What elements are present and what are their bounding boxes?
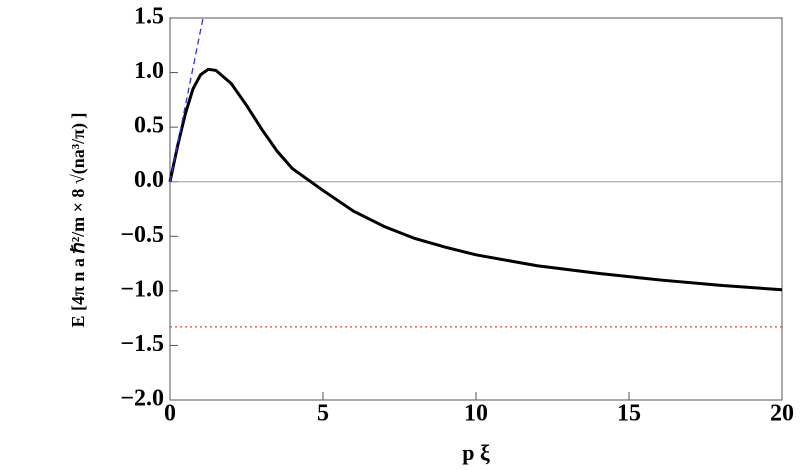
data-line (168, 67, 783, 292)
x-tick-label: 15 (617, 401, 641, 427)
x-tick-label: 0 (164, 401, 176, 427)
y-tick-label: 0.0 (134, 167, 164, 193)
y-tick-label: −1.5 (120, 331, 164, 357)
y-tick-label: −1.0 (120, 276, 164, 302)
y-tick-label: 1.5 (134, 4, 164, 30)
data-line (169, 17, 204, 182)
y-tick-label: 0.5 (134, 113, 164, 139)
x-tick-label: 5 (317, 401, 329, 427)
y-axis-label: E [4π n a ℏ²/m × 8 √(na³/π) ] (68, 112, 89, 327)
x-axis-label: p ξ (462, 440, 490, 465)
y-tick-label: −2.0 (120, 386, 164, 412)
y-tick-label: 1.0 (134, 58, 164, 84)
x-tick-label: 20 (770, 401, 794, 427)
y-tick-label: −0.5 (120, 222, 164, 248)
plot-frame (169, 17, 783, 401)
x-tick-label: 10 (464, 401, 488, 427)
